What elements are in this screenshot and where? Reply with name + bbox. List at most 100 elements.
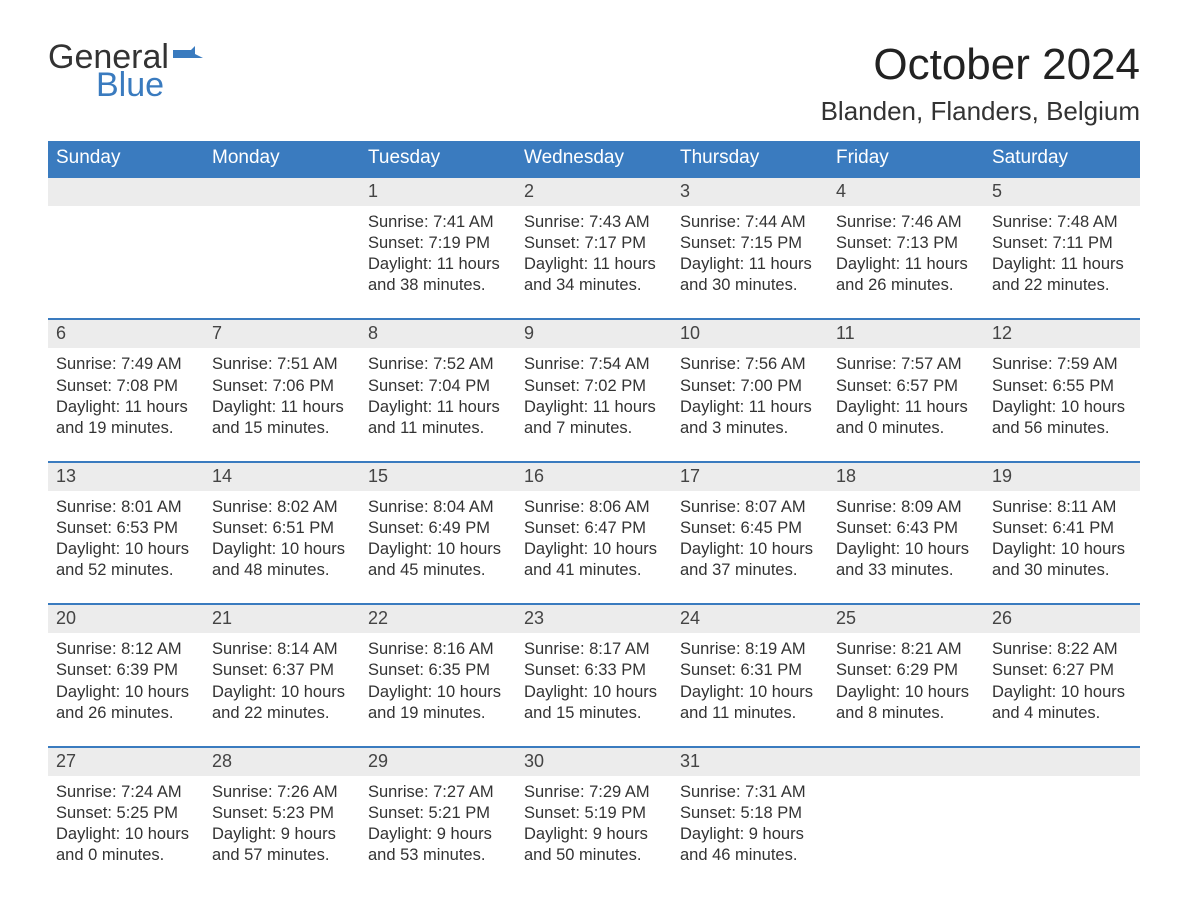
sunset-line: Sunset: 6:41 PM [992, 518, 1132, 539]
daylight-line-2: and 26 minutes. [836, 275, 976, 296]
sunset-line: Sunset: 6:31 PM [680, 660, 820, 681]
day-number: 20 [48, 605, 204, 633]
calendar-week: 2728293031 Sunrise: 7:24 AMSunset: 5:25 … [48, 746, 1140, 888]
day-cell: Sunrise: 7:31 AMSunset: 5:18 PMDaylight:… [672, 776, 828, 888]
flag-icon [173, 46, 203, 72]
daylight-line-2: and 19 minutes. [368, 703, 508, 724]
logo-word-blue: Blue [96, 68, 164, 102]
daylight-line-2: and 46 minutes. [680, 845, 820, 866]
calendar-week: 12345Sunrise: 7:41 AMSunset: 7:19 PMDayl… [48, 176, 1140, 318]
daylight-line-2: and 11 minutes. [680, 703, 820, 724]
sunset-line: Sunset: 5:21 PM [368, 803, 508, 824]
daylight-line-2: and 26 minutes. [56, 703, 196, 724]
sunset-line: Sunset: 7:02 PM [524, 376, 664, 397]
day-number: 4 [828, 178, 984, 206]
day-cell: Sunrise: 8:16 AMSunset: 6:35 PMDaylight:… [360, 633, 516, 745]
day-number: 12 [984, 320, 1140, 348]
sunset-line: Sunset: 6:29 PM [836, 660, 976, 681]
sunrise-line: Sunrise: 7:27 AM [368, 782, 508, 803]
day-number: 15 [360, 463, 516, 491]
sunset-line: Sunset: 6:43 PM [836, 518, 976, 539]
daylight-line-1: Daylight: 11 hours [56, 397, 196, 418]
day-cell: Sunrise: 7:59 AMSunset: 6:55 PMDaylight:… [984, 348, 1140, 460]
day-cell: Sunrise: 8:02 AMSunset: 6:51 PMDaylight:… [204, 491, 360, 603]
day-number: 1 [360, 178, 516, 206]
daylight-line-2: and 30 minutes. [992, 560, 1132, 581]
day-number: 18 [828, 463, 984, 491]
daylight-line-1: Daylight: 11 hours [680, 397, 820, 418]
sunset-line: Sunset: 5:19 PM [524, 803, 664, 824]
day-number: 26 [984, 605, 1140, 633]
daylight-line-1: Daylight: 9 hours [680, 824, 820, 845]
sunrise-line: Sunrise: 8:11 AM [992, 497, 1132, 518]
sunset-line: Sunset: 6:47 PM [524, 518, 664, 539]
sunrise-line: Sunrise: 7:41 AM [368, 212, 508, 233]
daylight-line-2: and 11 minutes. [368, 418, 508, 439]
daylight-line-1: Daylight: 10 hours [680, 539, 820, 560]
header: General Blue October 2024 Blanden, Fland… [48, 40, 1140, 127]
daylight-line-1: Daylight: 10 hours [212, 682, 352, 703]
daylight-line-2: and 30 minutes. [680, 275, 820, 296]
sunrise-line: Sunrise: 8:12 AM [56, 639, 196, 660]
day-cell: Sunrise: 8:04 AMSunset: 6:49 PMDaylight:… [360, 491, 516, 603]
day-number: 23 [516, 605, 672, 633]
day-cell: Sunrise: 8:12 AMSunset: 6:39 PMDaylight:… [48, 633, 204, 745]
day-number: 3 [672, 178, 828, 206]
day-cell: Sunrise: 8:01 AMSunset: 6:53 PMDaylight:… [48, 491, 204, 603]
day-number: 8 [360, 320, 516, 348]
day-cell: Sunrise: 8:06 AMSunset: 6:47 PMDaylight:… [516, 491, 672, 603]
daylight-line-2: and 4 minutes. [992, 703, 1132, 724]
sunrise-line: Sunrise: 8:09 AM [836, 497, 976, 518]
day-number: 7 [204, 320, 360, 348]
daylight-line-2: and 3 minutes. [680, 418, 820, 439]
day-cell: Sunrise: 8:19 AMSunset: 6:31 PMDaylight:… [672, 633, 828, 745]
sunset-line: Sunset: 6:27 PM [992, 660, 1132, 681]
daylight-line-1: Daylight: 10 hours [56, 682, 196, 703]
sunrise-line: Sunrise: 7:43 AM [524, 212, 664, 233]
calendar-week: 6789101112Sunrise: 7:49 AMSunset: 7:08 P… [48, 318, 1140, 460]
daylight-line-2: and 34 minutes. [524, 275, 664, 296]
day-number: 14 [204, 463, 360, 491]
calendar: SundayMondayTuesdayWednesdayThursdayFrid… [48, 141, 1140, 888]
day-number: 2 [516, 178, 672, 206]
day-number: 29 [360, 748, 516, 776]
sunset-line: Sunset: 6:51 PM [212, 518, 352, 539]
day-number: 27 [48, 748, 204, 776]
daylight-line-1: Daylight: 10 hours [992, 397, 1132, 418]
day-number: 30 [516, 748, 672, 776]
sunrise-line: Sunrise: 8:04 AM [368, 497, 508, 518]
day-cell: Sunrise: 8:07 AMSunset: 6:45 PMDaylight:… [672, 491, 828, 603]
sunrise-line: Sunrise: 7:29 AM [524, 782, 664, 803]
sunrise-line: Sunrise: 7:26 AM [212, 782, 352, 803]
sunrise-line: Sunrise: 7:44 AM [680, 212, 820, 233]
day-number: 6 [48, 320, 204, 348]
daylight-line-2: and 15 minutes. [524, 703, 664, 724]
sunrise-line: Sunrise: 8:21 AM [836, 639, 976, 660]
daylight-line-1: Daylight: 10 hours [992, 682, 1132, 703]
daylight-line-2: and 0 minutes. [56, 845, 196, 866]
daylight-line-1: Daylight: 10 hours [836, 539, 976, 560]
daynum-bar: 2728293031 [48, 748, 1140, 776]
sunrise-line: Sunrise: 7:24 AM [56, 782, 196, 803]
daylight-line-1: Daylight: 10 hours [524, 539, 664, 560]
weekday-header: Saturday [984, 141, 1140, 176]
daylight-line-1: Daylight: 11 hours [524, 254, 664, 275]
daylight-line-1: Daylight: 11 hours [368, 254, 508, 275]
sunrise-line: Sunrise: 8:17 AM [524, 639, 664, 660]
daylight-line-2: and 50 minutes. [524, 845, 664, 866]
daynum-bar: 12345 [48, 178, 1140, 206]
daylight-line-2: and 37 minutes. [680, 560, 820, 581]
day-cell: Sunrise: 7:24 AMSunset: 5:25 PMDaylight:… [48, 776, 204, 888]
sunrise-line: Sunrise: 7:59 AM [992, 354, 1132, 375]
daylight-line-1: Daylight: 10 hours [992, 539, 1132, 560]
day-cell: Sunrise: 7:27 AMSunset: 5:21 PMDaylight:… [360, 776, 516, 888]
day-number [48, 178, 204, 206]
sunrise-line: Sunrise: 8:02 AM [212, 497, 352, 518]
daylight-line-2: and 22 minutes. [212, 703, 352, 724]
sunset-line: Sunset: 6:35 PM [368, 660, 508, 681]
day-cell: Sunrise: 8:14 AMSunset: 6:37 PMDaylight:… [204, 633, 360, 745]
daylight-line-1: Daylight: 11 hours [212, 397, 352, 418]
day-number: 10 [672, 320, 828, 348]
sunset-line: Sunset: 5:25 PM [56, 803, 196, 824]
day-cell: Sunrise: 7:52 AMSunset: 7:04 PMDaylight:… [360, 348, 516, 460]
